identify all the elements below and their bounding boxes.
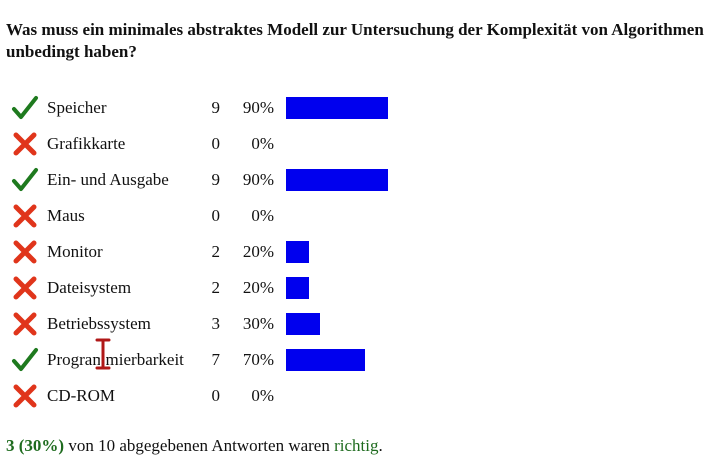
answer-percent: 0% xyxy=(251,206,274,225)
cross-icon xyxy=(11,131,39,157)
answer-bar xyxy=(286,97,388,119)
answer-count: 2 xyxy=(211,278,221,297)
answer-row: Monitor 2 20% xyxy=(0,234,720,270)
answer-count: 2 xyxy=(211,242,221,261)
check-icon xyxy=(11,167,39,193)
answer-percent: 0% xyxy=(251,134,274,153)
answer-percent: 90% xyxy=(242,98,274,117)
answer-bar xyxy=(286,313,320,335)
answer-row: Ein- und Ausgabe 9 90% xyxy=(0,162,720,198)
answer-row: Programmierbarkeit 7 70% xyxy=(0,342,720,378)
check-icon xyxy=(11,347,39,373)
answer-percent: 20% xyxy=(242,278,274,297)
answer-count: 3 xyxy=(211,314,221,333)
cross-icon xyxy=(11,275,39,301)
answer-row: Speicher 9 90% xyxy=(0,90,720,126)
answer-list: Speicher 9 90% Grafikkarte 0 0% Ein- und Ausga… xyxy=(0,90,720,414)
answer-percent: 20% xyxy=(242,242,274,261)
answer-count: 9 xyxy=(211,170,221,189)
answer-count: 0 xyxy=(211,206,221,225)
answer-row: CD-ROM 0 0% xyxy=(0,378,720,414)
answer-label: Monitor xyxy=(47,242,103,261)
answer-percent: 70% xyxy=(242,350,274,369)
answer-label: Betriebssystem xyxy=(47,314,151,333)
answer-label: Maus xyxy=(47,206,85,225)
correct-count: 3 (30%) xyxy=(6,436,65,455)
answer-count: 9 xyxy=(211,98,221,117)
check-icon xyxy=(11,95,39,121)
summary-end-text: . xyxy=(378,436,383,455)
cross-icon xyxy=(11,311,39,337)
answer-bar xyxy=(286,169,388,191)
text-cursor-icon xyxy=(94,337,112,371)
answer-label: Ein- und Ausgabe xyxy=(47,170,169,189)
answer-label: Dateisystem xyxy=(47,278,132,297)
answer-bar xyxy=(286,349,365,371)
answer-row: Dateisystem 2 20% xyxy=(0,270,720,306)
answer-percent: 30% xyxy=(242,314,274,333)
cross-icon xyxy=(11,203,39,229)
answer-bar xyxy=(286,277,309,299)
answer-label: CD-ROM xyxy=(47,386,116,405)
answer-row: Grafikkarte 0 0% xyxy=(0,126,720,162)
answer-count: 7 xyxy=(211,350,221,369)
answer-label: Programmierbarkeit xyxy=(47,350,184,369)
answer-percent: 90% xyxy=(242,170,274,189)
cross-icon xyxy=(11,383,39,409)
question-text: Was muss ein minimales abstraktes Modell… xyxy=(6,20,704,61)
cross-icon xyxy=(11,239,39,265)
answer-label: Grafikkarte xyxy=(47,134,126,153)
result-summary: 3 (30%) von 10 abgegebenen Antworten war… xyxy=(6,435,383,457)
answer-row: Betriebssystem 3 30% xyxy=(0,306,720,342)
correct-word: richtig xyxy=(334,436,379,455)
answer-count: 0 xyxy=(211,134,221,153)
answer-bar xyxy=(286,241,309,263)
summary-middle-text: von 10 abgegebenen Antworten waren xyxy=(64,436,335,455)
answer-count: 0 xyxy=(211,386,221,405)
answer-row: Maus 0 0% xyxy=(0,198,720,234)
answer-percent: 0% xyxy=(251,386,274,405)
answer-label: Speicher xyxy=(47,98,107,117)
